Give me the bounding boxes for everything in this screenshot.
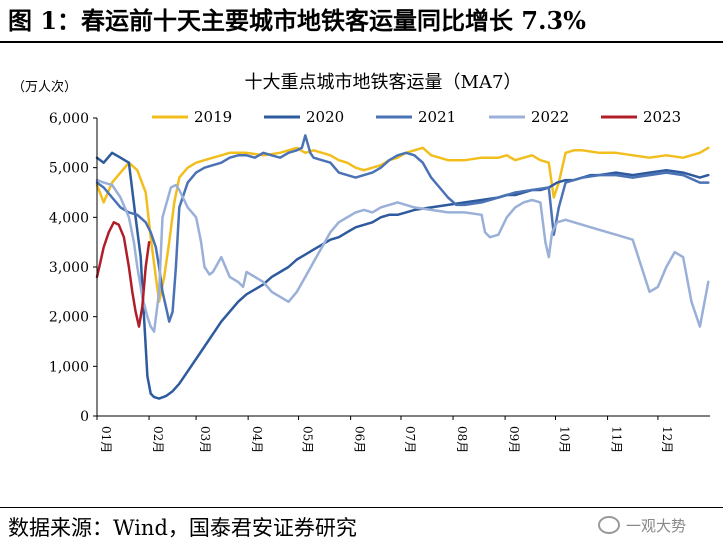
- x-tick-label: 01月: [99, 426, 113, 453]
- wechat-icon: [598, 516, 620, 534]
- series-line-2021: [95, 134, 710, 323]
- legend-label-2022: 2022: [531, 108, 569, 126]
- legend-label-2021: 2021: [418, 108, 456, 126]
- watermark: 一观大势: [598, 515, 686, 537]
- legend-label-2023: 2023: [643, 108, 681, 126]
- source-rule: [0, 507, 723, 508]
- line-chart: 十大重点城市地铁客运量（MA7） （万人次） 2019 2020 2021 2022 2…: [12, 72, 710, 453]
- x-tick-label: 08月: [455, 426, 469, 453]
- figure-title: 图 1：春运前十天主要城市地铁客运量同比增长 7.3%: [8, 6, 586, 35]
- x-tick-label: 11月: [610, 426, 624, 453]
- x-axis: 01月 02月 03月 04月 05月 06月 07月 08月 09月 10月 11月 12月: [96, 415, 710, 453]
- y-tick-label: 4,000: [49, 210, 89, 226]
- legend: 2019 2020 2021 2022 2023: [152, 108, 681, 126]
- x-tick-label: 12月: [660, 426, 674, 453]
- x-tick-label: 04月: [250, 426, 264, 453]
- x-tick-label: 03月: [198, 426, 212, 453]
- x-tick-label: 10月: [557, 426, 571, 453]
- title-rule: [0, 41, 723, 43]
- y-tick-label: 5,000: [49, 161, 89, 177]
- x-tick-label: 02月: [151, 426, 165, 453]
- watermark-text: 一观大势: [626, 517, 687, 535]
- series-line-2019: [95, 146, 710, 304]
- y-tick-label: 0: [80, 409, 89, 425]
- legend-label-2019: 2019: [194, 108, 232, 126]
- series-line-2020: [95, 151, 710, 400]
- series-line-2023: [95, 221, 151, 328]
- y-axis-unit-label: （万人次）: [12, 79, 77, 95]
- y-tick-label: 3,000: [49, 260, 89, 276]
- series-line-2022: [95, 178, 710, 333]
- plot-area: [95, 134, 710, 400]
- x-tick-label: 09月: [507, 426, 521, 453]
- x-tick-label: 05月: [301, 426, 315, 453]
- y-tick-label: 6,000: [49, 111, 89, 127]
- y-axis: 0 1,000 2,000 3,000 4,000 5,000 6,000: [49, 111, 98, 425]
- chart-title: 十大重点城市地铁客运量（MA7）: [245, 72, 522, 93]
- y-tick-label: 2,000: [49, 310, 89, 326]
- x-tick-label: 06月: [353, 426, 367, 453]
- source-note: 数据来源：Wind，国泰君安证券研究: [8, 516, 357, 540]
- y-tick-label: 1,000: [49, 359, 89, 375]
- legend-label-2020: 2020: [306, 108, 344, 126]
- x-tick-label: 07月: [403, 426, 417, 453]
